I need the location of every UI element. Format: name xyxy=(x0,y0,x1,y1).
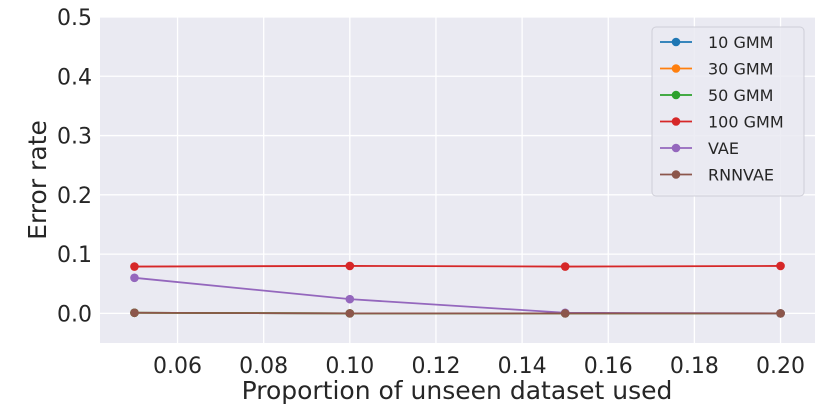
x-tick-label: 0.20 xyxy=(756,354,805,379)
legend-marker xyxy=(671,37,681,47)
y-tick-label: 0.3 xyxy=(57,125,92,150)
data-point xyxy=(130,262,139,271)
y-tick-label: 0.5 xyxy=(57,6,92,31)
series-rnnvae xyxy=(130,308,785,318)
x-tick-labels: 0.06 0.08 0.10 0.12 0.14 0.16 0.18 0.20 xyxy=(153,354,805,379)
data-point xyxy=(345,309,355,318)
y-tick-label: 0.1 xyxy=(57,243,92,268)
series-lines xyxy=(130,261,785,318)
data-point xyxy=(345,261,355,271)
legend-item: 10 GMM xyxy=(660,33,773,52)
legend-item: VAE xyxy=(660,139,739,158)
legend-label: VAE xyxy=(708,139,739,158)
data-point xyxy=(560,309,570,318)
y-tick-label: 0.2 xyxy=(57,184,92,209)
legend-marker xyxy=(671,117,681,126)
y-tick-label: 0.0 xyxy=(57,302,92,327)
legend-marker xyxy=(671,90,681,100)
data-point xyxy=(345,294,355,304)
legend: 10 GMM 30 GMM 50 GMM 100 GMM VAE RNNVAE xyxy=(651,26,805,197)
y-tick-label: 0.4 xyxy=(57,65,92,90)
legend-label: 10 GMM xyxy=(708,33,773,52)
legend-item: 50 GMM xyxy=(660,86,773,105)
x-tick-label: 0.14 xyxy=(498,354,547,379)
data-point xyxy=(130,308,139,318)
legend-marker xyxy=(671,170,681,179)
data-point xyxy=(130,273,139,283)
legend-label: 30 GMM xyxy=(708,60,773,79)
x-tick-label: 0.12 xyxy=(411,354,460,379)
data-point xyxy=(776,309,785,318)
series-line xyxy=(134,265,781,268)
x-tick-label: 0.06 xyxy=(153,354,202,379)
legend-item: RNNVAE xyxy=(660,166,774,185)
legend-marker xyxy=(671,64,681,73)
y-axis-title: Error rate xyxy=(23,120,52,240)
legend-item: 30 GMM xyxy=(660,60,773,79)
series-line xyxy=(134,311,781,315)
data-point xyxy=(776,261,785,271)
legend-label: 50 GMM xyxy=(708,86,773,105)
legend-label: 100 GMM xyxy=(708,113,784,132)
x-tick-label: 0.16 xyxy=(584,354,633,379)
legend-marker xyxy=(671,143,681,153)
x-axis-title: Proportion of unseen dataset used xyxy=(242,376,673,405)
x-tick-label: 0.18 xyxy=(670,354,719,379)
legend-item: 100 GMM xyxy=(660,113,784,132)
series-100-gmm xyxy=(130,261,785,271)
data-point xyxy=(560,262,570,271)
y-tick-labels: 0.0 0.1 0.2 0.3 0.4 0.5 xyxy=(57,6,92,327)
legend-label: RNNVAE xyxy=(708,166,774,185)
x-tick-label: 0.10 xyxy=(325,354,374,379)
x-tick-label: 0.08 xyxy=(239,354,288,379)
